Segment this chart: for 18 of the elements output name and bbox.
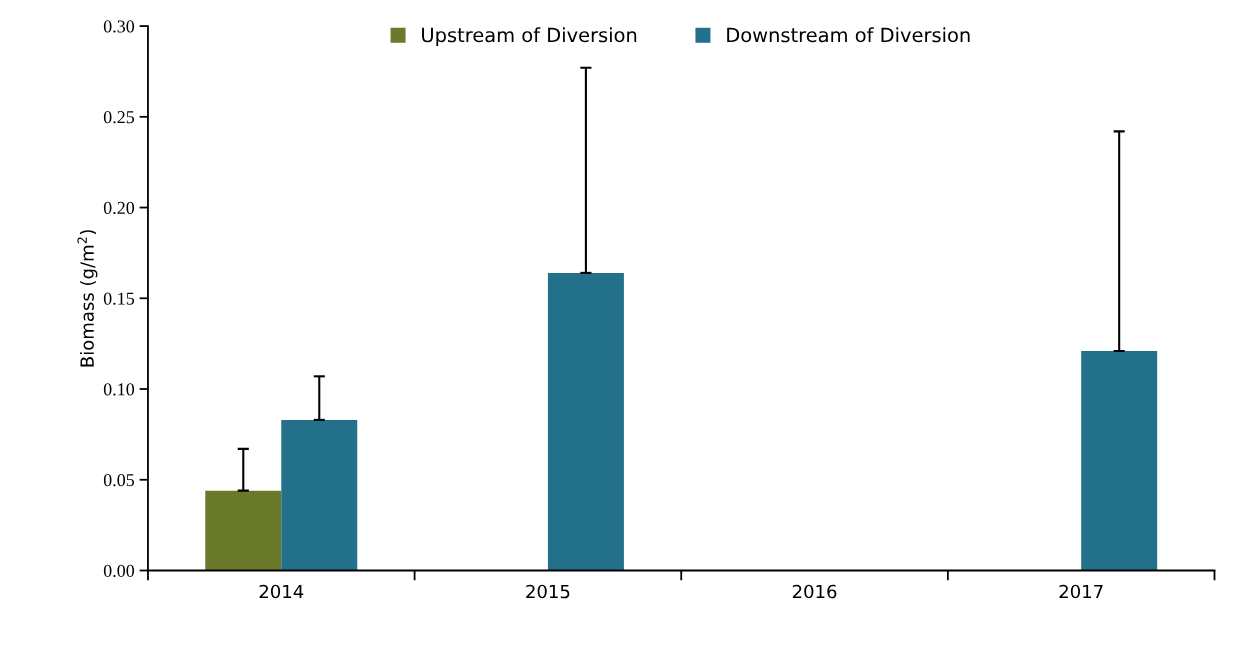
x-tick-label: 2014 [259,584,304,599]
y-tick-label: 0.10 [103,383,135,396]
y-tick-label: 0.25 [103,111,135,124]
bar [1081,350,1158,571]
bar [547,272,624,571]
y-tick-label: 0.30 [103,20,135,33]
y-tick-label: 0.05 [103,474,135,487]
y-tick-label: 0.15 [103,292,135,305]
x-tick-label: 2017 [1059,584,1103,599]
y-tick-label: 0.00 [103,564,135,578]
y-axis-title: Biomass (g/m$^{2}$) [77,230,98,367]
x-tick-label: 2016 [792,584,837,599]
bar [281,419,358,571]
legend-label: Downstream of Diversion [727,27,970,43]
legend-label: Upstream of Diversion [422,27,637,47]
bar [205,490,282,571]
x-tick-label: 2015 [526,584,570,599]
y-tick-label: 0.20 [103,201,135,215]
